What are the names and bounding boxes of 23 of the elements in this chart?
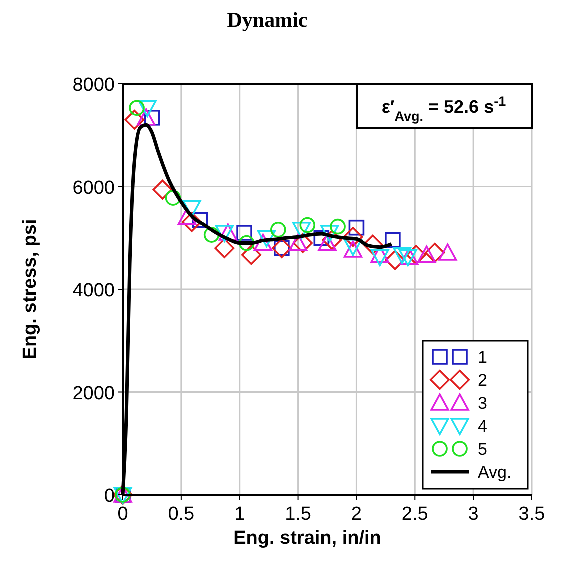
annotation: ε′$_{Avg.}$ = 52.6 s$^{-1}$ bbox=[382, 94, 507, 124]
x-tick-label: 2 bbox=[351, 504, 362, 525]
y-tick-label: 8000 bbox=[72, 75, 115, 96]
y-tick-label: 0 bbox=[104, 486, 115, 507]
legend-label: 1 bbox=[478, 348, 488, 367]
y-tick-label: 4000 bbox=[72, 280, 115, 302]
legend-label: 2 bbox=[478, 371, 488, 390]
y-tick-label: 2000 bbox=[72, 383, 115, 404]
x-axis-title: Eng. strain, in/in bbox=[234, 528, 382, 549]
x-tick-label: 1.5 bbox=[285, 504, 312, 525]
legend-label: 3 bbox=[478, 394, 488, 413]
legend-label: Avg. bbox=[478, 463, 512, 482]
y-axis-title: Eng. stress, psi bbox=[20, 219, 41, 360]
legend-label: 5 bbox=[478, 440, 488, 459]
x-tick-label: 3.5 bbox=[518, 504, 546, 525]
x-tick-label: 3 bbox=[468, 504, 479, 525]
x-tick-label: 0.5 bbox=[168, 504, 195, 525]
y-tick-label: 6000 bbox=[72, 178, 115, 199]
x-tick-label: 1 bbox=[234, 504, 246, 525]
x-tick-label: 0 bbox=[118, 504, 128, 525]
chart-title: Dynamic bbox=[227, 8, 308, 32]
x-tick-label: 2.5 bbox=[402, 504, 428, 525]
legend-label: 4 bbox=[478, 417, 488, 436]
